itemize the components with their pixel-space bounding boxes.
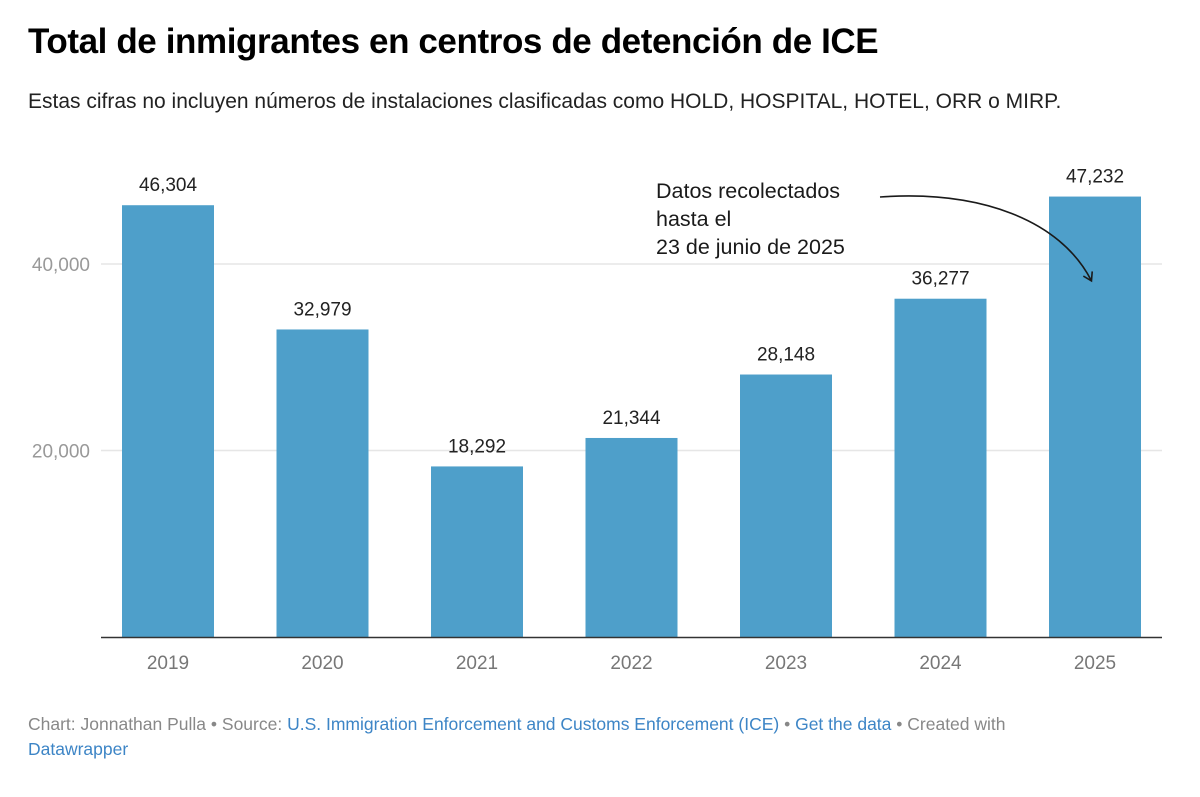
datawrapper-link[interactable]: Datawrapper: [28, 739, 129, 759]
x-tick-label-2023: 2023: [765, 653, 807, 674]
source-link[interactable]: U.S. Immigration Enforcement and Customs…: [287, 714, 780, 734]
bars: [122, 196, 1141, 638]
value-label-2020: 32,979: [293, 299, 351, 320]
annotation-text-line: Datos recolectados: [656, 179, 840, 203]
bar-2023: [740, 374, 832, 637]
bar-2024: [894, 298, 987, 637]
x-tick-label-2019: 2019: [147, 653, 189, 674]
x-tick-label-2024: 2024: [919, 653, 962, 674]
bar-2021: [431, 466, 523, 637]
value-label-2025: 47,232: [1066, 167, 1124, 188]
bar-2025: [1049, 196, 1141, 638]
chart-footer: Chart: Jonnathan Pulla • Source: U.S. Im…: [28, 712, 1148, 762]
chart-subtitle: Estas cifras no incluyen números de inst…: [28, 90, 1062, 113]
y-tick-label: 40,000: [32, 255, 90, 276]
x-axis: 2019 2020 2021 2022 2023 2024 2025: [101, 636, 1162, 674]
separator: •: [891, 714, 908, 734]
separator: •: [206, 714, 222, 734]
x-tick-label-2021: 2021: [456, 653, 498, 674]
annotation-text-line: 23 de junio de 2025: [656, 235, 845, 259]
value-label-2019: 46,304: [139, 175, 198, 196]
bar-2020: [276, 329, 369, 637]
x-tick-label-2020: 2020: [301, 653, 343, 674]
value-label-2021: 18,292: [448, 436, 506, 457]
annotation-text-line: hasta el: [656, 207, 731, 231]
get-data-link[interactable]: Get the data: [795, 714, 892, 734]
annotation-arrow: [879, 195, 1094, 283]
bar-2019: [122, 205, 214, 637]
value-labels: 46,304 32,979 18,292 21,344 28,148 36,277 47,2…: [139, 167, 1124, 458]
byline: Chart: Jonnathan Pulla: [28, 714, 207, 734]
annotation: Datos recolectados hasta el 23 de junio de…: [656, 179, 1094, 283]
bar-chart: 20,000 40,000 46,304 32,979 18,292 21,344 28,…: [32, 167, 1162, 674]
bar-2022: [585, 437, 678, 637]
x-tick-label-2025: 2025: [1074, 653, 1116, 674]
source-prefix: Source:: [221, 714, 288, 734]
y-tick-label: 20,000: [32, 442, 90, 463]
chart-title: Total de inmigrantes en centros de deten…: [28, 22, 879, 61]
separator: •: [779, 714, 796, 734]
created-with-text: Created with: [907, 714, 1006, 734]
value-label-2022: 21,344: [602, 408, 661, 429]
x-tick-label-2022: 2022: [610, 653, 652, 674]
value-label-2023: 28,148: [757, 345, 815, 366]
value-label-2024: 36,277: [911, 269, 969, 290]
